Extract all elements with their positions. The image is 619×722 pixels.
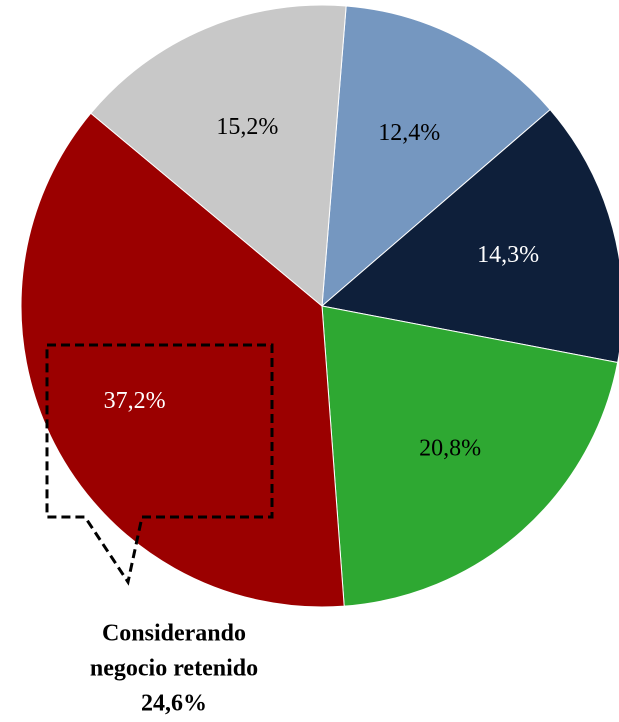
pie-slice (321, 305, 619, 607)
pie-slice (321, 5, 551, 308)
pie (20, 4, 619, 608)
annotation: negocio retenido (90, 656, 258, 682)
pie-slice (320, 108, 619, 364)
data-label: 37,2% (104, 388, 166, 414)
data-label: 12,4% (378, 120, 440, 146)
annotation: Considerando (102, 621, 246, 647)
pie-slice (20, 112, 345, 608)
callout-box (45, 343, 274, 586)
data-label: 20,8% (419, 435, 481, 461)
pie-slice (90, 4, 347, 308)
annotation: 24,6% (141, 691, 207, 717)
data-label: 14,3% (477, 242, 539, 268)
data-label: 15,2% (216, 114, 278, 140)
